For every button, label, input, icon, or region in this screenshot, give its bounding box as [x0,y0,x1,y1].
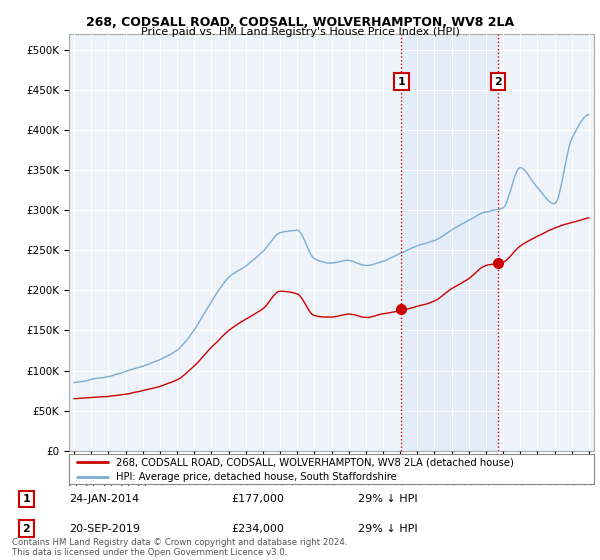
Text: £177,000: £177,000 [231,494,284,504]
Text: 1: 1 [397,77,405,87]
Text: 268, CODSALL ROAD, CODSALL, WOLVERHAMPTON, WV8 2LA: 268, CODSALL ROAD, CODSALL, WOLVERHAMPTO… [86,16,514,29]
Text: 20-SEP-2019: 20-SEP-2019 [70,524,140,534]
Text: 2: 2 [494,77,502,87]
Text: HPI: Average price, detached house, South Staffordshire: HPI: Average price, detached house, Sout… [116,472,397,482]
Text: 29% ↓ HPI: 29% ↓ HPI [358,494,417,504]
Text: Price paid vs. HM Land Registry's House Price Index (HPI): Price paid vs. HM Land Registry's House … [140,27,460,37]
Text: Contains HM Land Registry data © Crown copyright and database right 2024.
This d: Contains HM Land Registry data © Crown c… [12,538,347,557]
Text: 24-JAN-2014: 24-JAN-2014 [70,494,140,504]
Text: £234,000: £234,000 [231,524,284,534]
Bar [401,34,498,451]
Text: 268, CODSALL ROAD, CODSALL, WOLVERHAMPTON, WV8 2LA (detached house): 268, CODSALL ROAD, CODSALL, WOLVERHAMPTO… [116,457,514,467]
Text: 1: 1 [23,494,30,504]
Text: 2: 2 [23,524,30,534]
Text: 29% ↓ HPI: 29% ↓ HPI [358,524,417,534]
